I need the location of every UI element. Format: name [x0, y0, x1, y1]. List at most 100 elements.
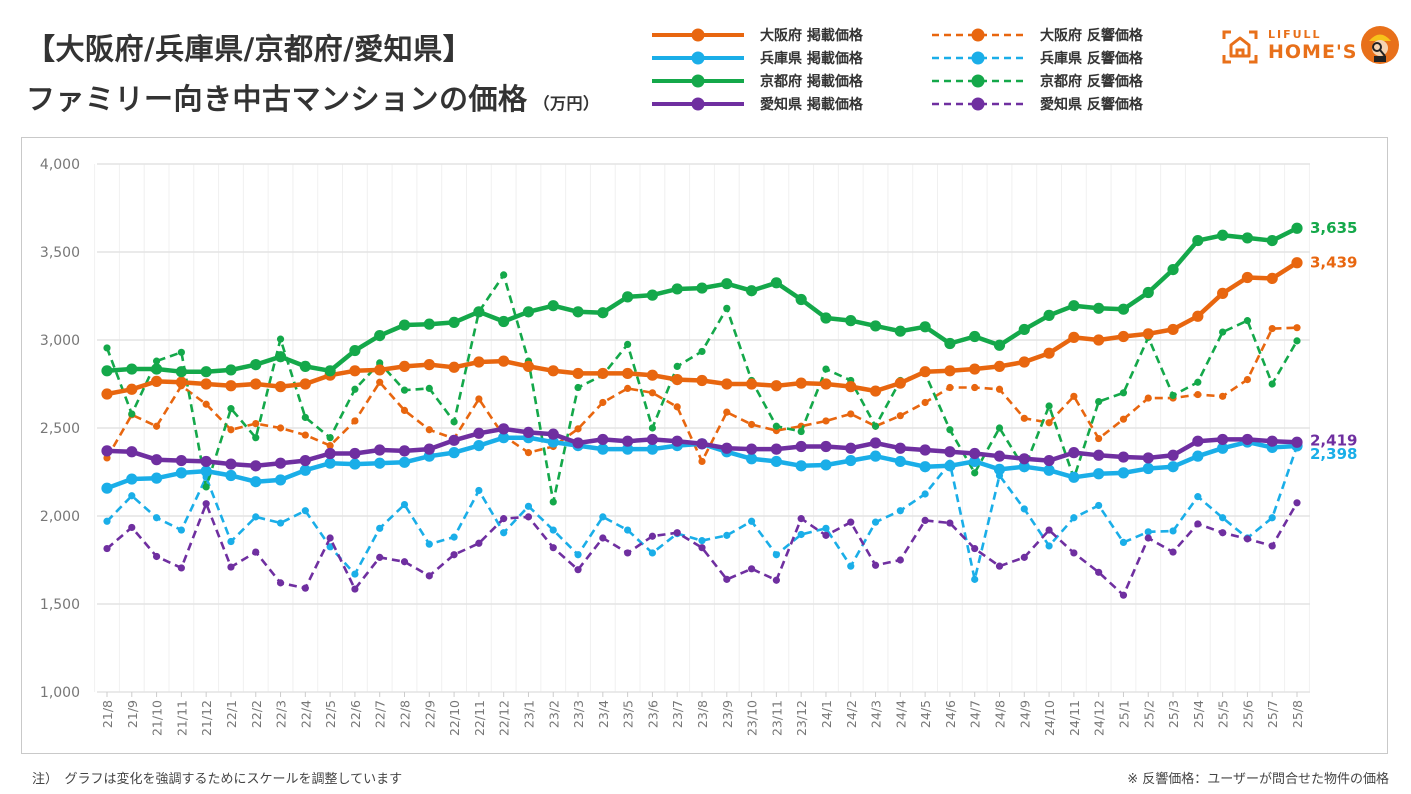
data-point-osaka-listing	[101, 388, 113, 400]
data-point-hyogo-listing	[374, 457, 386, 469]
chart-frame	[21, 137, 1388, 754]
data-point-aichi-listing	[646, 433, 659, 446]
y-tick-label: 2,500	[40, 421, 80, 437]
data-point-hyogo-response	[351, 570, 359, 578]
data-point-aichi-response	[1045, 526, 1053, 534]
data-point-kyoto-listing	[522, 306, 535, 318]
data-point-hyogo-listing	[349, 458, 361, 470]
legend-swatch	[932, 74, 1024, 87]
data-point-osaka-response	[847, 410, 855, 418]
data-point-aichi-response	[524, 513, 533, 521]
data-point-aichi-response	[871, 561, 880, 569]
data-point-aichi-listing	[126, 446, 138, 458]
data-point-osaka-response	[599, 398, 607, 407]
data-point-kyoto-listing	[423, 318, 435, 330]
data-point-kyoto-response	[971, 469, 979, 477]
data-point-hyogo-response	[252, 513, 260, 521]
data-point-aichi-response	[673, 529, 681, 537]
data-point-osaka-response	[648, 389, 657, 397]
data-point-osaka-listing	[225, 380, 237, 392]
data-point-osaka-listing	[498, 355, 510, 367]
data-point-aichi-response	[921, 516, 929, 525]
data-point-aichi-listing	[671, 435, 683, 447]
x-tick-label: 24/6	[943, 700, 958, 728]
data-point-hyogo-listing	[1093, 468, 1105, 480]
legend-swatch	[932, 51, 1024, 64]
data-point-kyoto-response	[1194, 378, 1202, 386]
data-point-aichi-listing	[1018, 453, 1030, 465]
data-point-aichi-listing	[101, 445, 113, 457]
data-point-aichi-listing	[250, 460, 262, 472]
data-point-aichi-listing	[374, 444, 386, 456]
legend-item-aichi-listing: 愛知県 掲載価格	[650, 92, 863, 115]
data-point-kyoto-listing	[547, 300, 559, 312]
data-point-hyogo-listing	[1217, 442, 1229, 454]
x-tick-label: 24/12	[1092, 700, 1107, 736]
x-tick-label: 22/2	[249, 700, 264, 728]
data-point-kyoto-listing	[1266, 234, 1278, 247]
x-tick-label: 22/6	[348, 700, 363, 728]
data-point-osaka-response	[822, 417, 830, 425]
data-point-osaka-listing	[274, 381, 287, 393]
legend-item-hyogo-listing: 兵庫県 掲載価格	[650, 46, 863, 69]
legend-swatch	[652, 74, 744, 87]
legend-swatch	[652, 28, 744, 41]
data-point-osaka-listing	[473, 356, 485, 368]
data-point-hyogo-response	[500, 529, 508, 537]
x-tick-label: 25/1	[1116, 700, 1131, 728]
data-point-hyogo-listing	[845, 454, 857, 467]
x-tick-label: 25/4	[1191, 700, 1206, 728]
x-tick-label: 24/8	[993, 700, 1008, 728]
data-point-aichi-response	[624, 549, 632, 557]
data-point-kyoto-response	[797, 427, 805, 436]
data-point-osaka-response	[425, 426, 433, 434]
data-point-kyoto-response	[549, 498, 557, 506]
data-point-hyogo-response	[103, 517, 111, 525]
data-point-osaka-response	[524, 449, 533, 457]
data-point-kyoto-listing	[150, 363, 163, 375]
data-point-osaka-response	[624, 384, 632, 392]
data-point-kyoto-listing	[820, 312, 832, 324]
data-point-kyoto-listing	[572, 306, 584, 318]
data-point-osaka-response	[723, 408, 731, 416]
data-point-aichi-listing	[1217, 433, 1229, 446]
data-point-aichi-response	[351, 585, 359, 593]
data-point-kyoto-listing	[1068, 300, 1080, 312]
data-point-hyogo-listing	[398, 456, 411, 468]
data-point-hyogo-response	[624, 526, 632, 534]
data-point-aichi-response	[946, 519, 954, 527]
data-point-kyoto-response	[772, 422, 780, 430]
data-point-hyogo-response	[152, 514, 161, 522]
data-point-osaka-listing	[622, 367, 634, 380]
data-point-aichi-listing	[225, 458, 237, 470]
data-point-osaka-listing	[1093, 334, 1105, 346]
data-point-hyogo-response	[772, 551, 780, 559]
x-tick-label: 22/5	[323, 700, 338, 728]
data-point-kyoto-listing	[448, 316, 460, 328]
data-point-kyoto-response	[152, 357, 161, 365]
data-point-aichi-listing	[1167, 449, 1179, 461]
data-point-aichi-listing	[622, 435, 634, 447]
data-point-aichi-listing	[845, 442, 857, 454]
data-point-kyoto-listing	[745, 285, 758, 297]
data-point-kyoto-listing	[175, 366, 187, 378]
data-point-osaka-listing	[299, 378, 311, 390]
data-point-aichi-response	[1219, 529, 1227, 537]
data-point-hyogo-response	[896, 507, 904, 515]
data-point-aichi-response	[301, 584, 309, 592]
data-point-osaka-response	[376, 378, 384, 386]
data-point-hyogo-response	[549, 526, 557, 534]
data-point-kyoto-listing	[721, 278, 733, 290]
data-point-osaka-listing	[969, 363, 981, 375]
data-point-aichi-response	[202, 500, 210, 508]
data-point-kyoto-response	[995, 424, 1004, 432]
data-point-osaka-response	[326, 442, 334, 450]
data-point-hyogo-response	[524, 502, 533, 510]
data-point-aichi-listing	[547, 428, 559, 440]
data-point-osaka-response	[276, 424, 285, 432]
x-tick-label: 21/8	[100, 700, 115, 728]
data-point-hyogo-listing	[274, 474, 287, 486]
data-point-hyogo-listing	[993, 463, 1006, 475]
data-point-hyogo-response	[1169, 527, 1177, 535]
data-point-aichi-response	[1169, 548, 1177, 556]
